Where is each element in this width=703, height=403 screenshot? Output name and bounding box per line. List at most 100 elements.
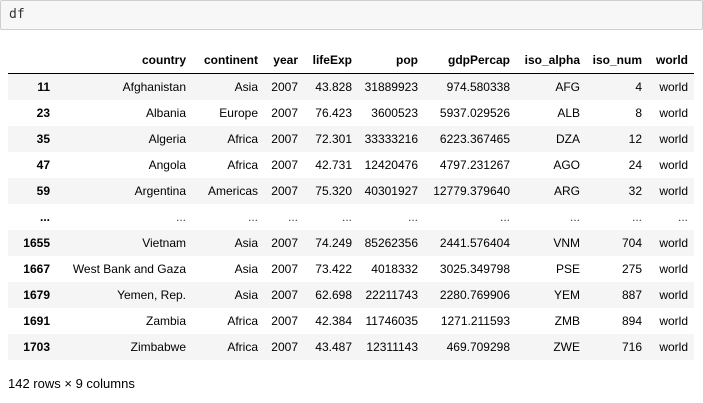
table-cell-country: Angola: [148, 158, 186, 172]
index-header: [8, 47, 56, 74]
table-cell-lifeexp: 76.423: [315, 106, 352, 120]
table-cell-world: world: [659, 340, 688, 354]
table-cell-country: Argentina: [134, 184, 186, 198]
table-cell-year: 2007: [271, 262, 298, 276]
table-cell-iso-alpha: VNM: [553, 236, 580, 250]
row-index: 59: [36, 184, 50, 198]
table-cell-year: 2007: [271, 236, 298, 250]
table-cell-lifeexp: 42.384: [315, 314, 352, 328]
table-cell-year: 2007: [271, 184, 298, 198]
row-index: 23: [36, 106, 50, 120]
table-cell-iso-alpha: AFG: [555, 80, 580, 94]
table-cell-iso-alpha: ...: [569, 210, 580, 224]
table-cell-iso-num: 4: [635, 80, 642, 94]
table-cell-lifeexp: 62.698: [315, 288, 352, 302]
table-cell-lifeexp: 75.320: [315, 184, 352, 198]
table-row: 1691 Zambia Africa 2007 42.384 11746035 1271.2…: [8, 308, 694, 334]
table-cell-lifeexp: ...: [341, 210, 352, 224]
table-cell-year: 2007: [271, 132, 298, 146]
table-cell-world: world: [659, 236, 688, 250]
table-cell-continent: Africa: [227, 132, 258, 146]
table-cell-iso-alpha: ARG: [553, 184, 580, 198]
table-cell-world: world: [659, 106, 688, 120]
code-text[interactable]: df: [9, 7, 25, 22]
table-cell-country: Yemen, Rep.: [117, 288, 186, 302]
table-cell-iso-alpha: DZA: [556, 132, 580, 146]
table-cell-pop: 85262356: [364, 236, 418, 250]
table-cell-continent: Africa: [227, 314, 258, 328]
table-cell-iso-num: 887: [621, 288, 642, 302]
table-cell-continent: Asia: [234, 80, 258, 94]
table-cell-iso-num: 12: [628, 132, 642, 146]
table-cell-gdppercap: 12779.379640: [433, 184, 510, 198]
column-header-pop: pop: [358, 47, 424, 74]
table-cell-country: Afghanistan: [122, 80, 186, 94]
table-body: 11 Afghanistan Asia 2007 43.828 31889923 974.5…: [8, 73, 694, 360]
table-cell-gdppercap: 4797.231267: [439, 158, 510, 172]
table-cell-continent: Asia: [234, 262, 258, 276]
table-cell-year: 2007: [271, 340, 298, 354]
table-row: 1703 Zimbabwe Africa 2007 43.487 12311143 469.…: [8, 334, 694, 360]
table-cell-iso-num: 704: [621, 236, 642, 250]
code-cell-input[interactable]: df: [0, 0, 703, 30]
table-cell-country: Albania: [145, 106, 186, 120]
table-row: 1655 Vietnam Asia 2007 74.249 85262356 2441.57…: [8, 230, 694, 256]
table-cell-continent: Africa: [227, 340, 258, 354]
table-cell-iso-num: 894: [621, 314, 642, 328]
table-cell-gdppercap: 6223.367465: [439, 132, 510, 146]
row-index: 1703: [23, 340, 50, 354]
row-index: 35: [36, 132, 50, 146]
table-row: ..............................: [8, 204, 694, 230]
table-cell-continent: Asia: [234, 288, 258, 302]
table-row: 47 Angola Africa 2007 42.731 12420476 4797.231…: [8, 152, 694, 178]
table-cell-year: 2007: [271, 314, 298, 328]
table-cell-world: world: [659, 314, 688, 328]
table-cell-pop: 33333216: [364, 132, 418, 146]
table-cell-continent: Africa: [227, 158, 258, 172]
table-cell-world: world: [659, 132, 688, 146]
dataframe-table: country continent year lifeExp pop gdpPe…: [8, 47, 694, 360]
column-header-gdppercap: gdpPercap: [424, 47, 516, 74]
table-cell-iso-num: 32: [628, 184, 642, 198]
table-cell-world: world: [659, 80, 688, 94]
row-index: 1679: [23, 288, 50, 302]
table-cell-world: world: [659, 158, 688, 172]
row-index: 1655: [23, 236, 50, 250]
table-cell-year: ...: [287, 210, 298, 224]
table-cell-year: 2007: [271, 288, 298, 302]
table-cell-pop: 22211743: [365, 288, 419, 302]
table-cell-lifeexp: 73.422: [315, 262, 352, 276]
column-header-world: world: [648, 47, 694, 74]
table-cell-pop: 12420476: [364, 158, 418, 172]
table-cell-lifeexp: 42.731: [315, 158, 352, 172]
table-cell-continent: ...: [247, 210, 258, 224]
column-header-continent: continent: [192, 47, 264, 74]
table-row: 1667 West Bank and Gaza Asia 2007 73.422 4018…: [8, 256, 694, 282]
table-cell-pop: 11746035: [365, 314, 419, 328]
table-cell-iso-alpha: ALB: [557, 106, 580, 120]
table-row: 59 Argentina Americas 2007 75.320 40301927 127…: [8, 178, 694, 204]
table-cell-gdppercap: 5937.029526: [439, 106, 510, 120]
table-cell-year: 2007: [271, 80, 298, 94]
table-cell-continent: Europe: [219, 106, 258, 120]
row-index: 47: [36, 158, 50, 172]
row-index: 1667: [23, 262, 50, 276]
table-cell-country: ...: [175, 210, 186, 224]
row-index: ...: [39, 210, 50, 224]
table-cell-country: Algeria: [148, 132, 186, 146]
table-cell-pop: 4018332: [371, 262, 418, 276]
table-cell-lifeexp: 74.249: [315, 236, 352, 250]
table-cell-iso-alpha: ZMB: [554, 314, 580, 328]
table-cell-iso-num: 8: [635, 106, 642, 120]
column-header-lifeexp: lifeExp: [304, 47, 358, 74]
table-shape-summary: 142 rows × 9 columns: [8, 376, 135, 391]
row-index: 1691: [23, 314, 50, 328]
table-cell-world: world: [659, 184, 688, 198]
table-cell-gdppercap: 3025.349798: [439, 262, 510, 276]
table-row: 35 Algeria Africa 2007 72.301 33333216 6223.36…: [8, 126, 694, 152]
table-cell-country: Zambia: [145, 314, 186, 328]
column-header-iso-num: iso_num: [586, 47, 648, 74]
table-cell-continent: Americas: [207, 184, 258, 198]
table-cell-lifeexp: 43.828: [315, 80, 352, 94]
column-header-iso-alpha: iso_alpha: [516, 47, 586, 74]
